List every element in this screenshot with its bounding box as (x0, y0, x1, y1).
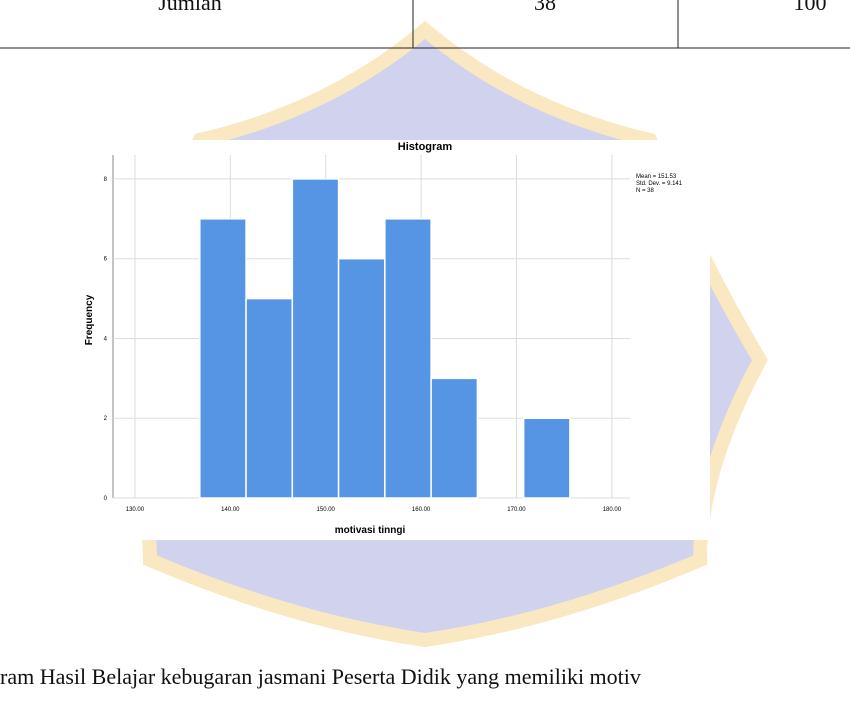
x-axis-label: motivasi tinngi (335, 525, 406, 536)
bar (337, 257, 386, 499)
annotation: Std. Dev. = 9.141 (636, 181, 683, 187)
x-tick-label: 160.00 (412, 507, 431, 513)
bar (291, 178, 340, 499)
table-cell: Jumlah (158, 0, 222, 15)
annotation: N = 38 (636, 188, 655, 194)
x-tick-label: 180.00 (603, 507, 622, 513)
y-tick-label: 8 (104, 177, 108, 183)
y-tick-label: 2 (104, 416, 108, 422)
caption: ram Hasil Belajar kebugaran jasmani Pese… (0, 664, 641, 689)
bar (199, 218, 247, 499)
x-tick-label: 140.00 (221, 507, 240, 513)
bar (245, 297, 294, 499)
table-cell: 38 (534, 0, 556, 15)
x-tick-label: 150.00 (317, 507, 336, 513)
y-tick-label: 0 (104, 496, 108, 502)
annotation: Mean = 151.53 (636, 174, 677, 180)
chart-title: Histogram (398, 141, 453, 153)
y-tick-label: 4 (104, 336, 108, 342)
y-axis-label: Frequency (84, 294, 95, 345)
table-cell: 100 (794, 0, 827, 15)
x-tick-label: 130.00 (126, 507, 145, 513)
chart: Histogram motivasi tinngi Frequency 0 2 4 6… (84, 141, 683, 536)
y-tick-label: 6 (104, 257, 108, 263)
bar (522, 417, 571, 499)
bar (384, 218, 432, 499)
bar (430, 377, 479, 499)
x-tick-label: 170.00 (507, 507, 526, 513)
